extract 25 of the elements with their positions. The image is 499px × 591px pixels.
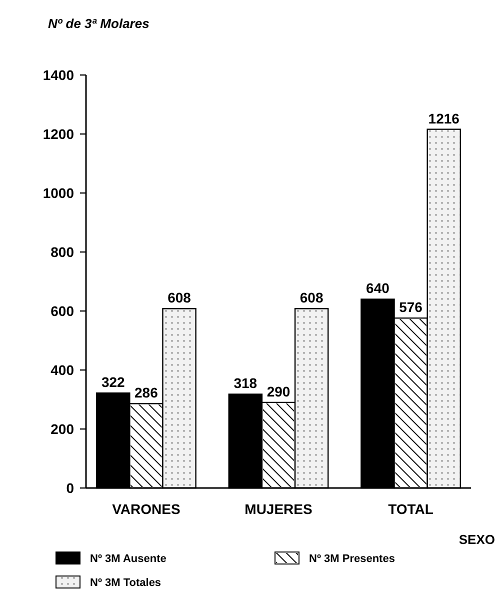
legend-label: Nº 3M Totales	[90, 576, 162, 589]
y-tick-label: 600	[50, 302, 74, 319]
y-tick-label: 800	[50, 244, 74, 260]
legend-label: Nº 3M Ausente	[90, 552, 166, 565]
y-tick-label: 200	[50, 420, 74, 437]
data-label: 576	[399, 299, 423, 316]
y-tick-label: 1000	[42, 184, 74, 201]
y-tick-label: 0	[66, 480, 74, 496]
data-label: 640	[366, 280, 390, 296]
x-axis-title: SEXO	[458, 532, 495, 547]
data-label: 318	[234, 375, 258, 392]
data-label: 290	[266, 383, 290, 400]
legend-label: Nº 3M Presentes	[309, 552, 395, 565]
y-tick-label: 400	[50, 362, 74, 378]
y-tick-label: 1400	[42, 66, 74, 83]
data-label: 286	[134, 384, 158, 401]
y-axis-title: Nº de 3ª Molares	[48, 16, 150, 31]
x-tick-label: MUJERES	[244, 501, 312, 517]
x-tick-label: VARONES	[112, 501, 180, 517]
data-label: 322	[101, 374, 126, 390]
y-tick-label: 1200	[42, 126, 74, 142]
x-tick-label: TOTAL	[388, 501, 434, 517]
data-label: 608	[300, 290, 324, 306]
data-label: 1216	[428, 110, 460, 126]
data-label: 608	[168, 290, 192, 306]
